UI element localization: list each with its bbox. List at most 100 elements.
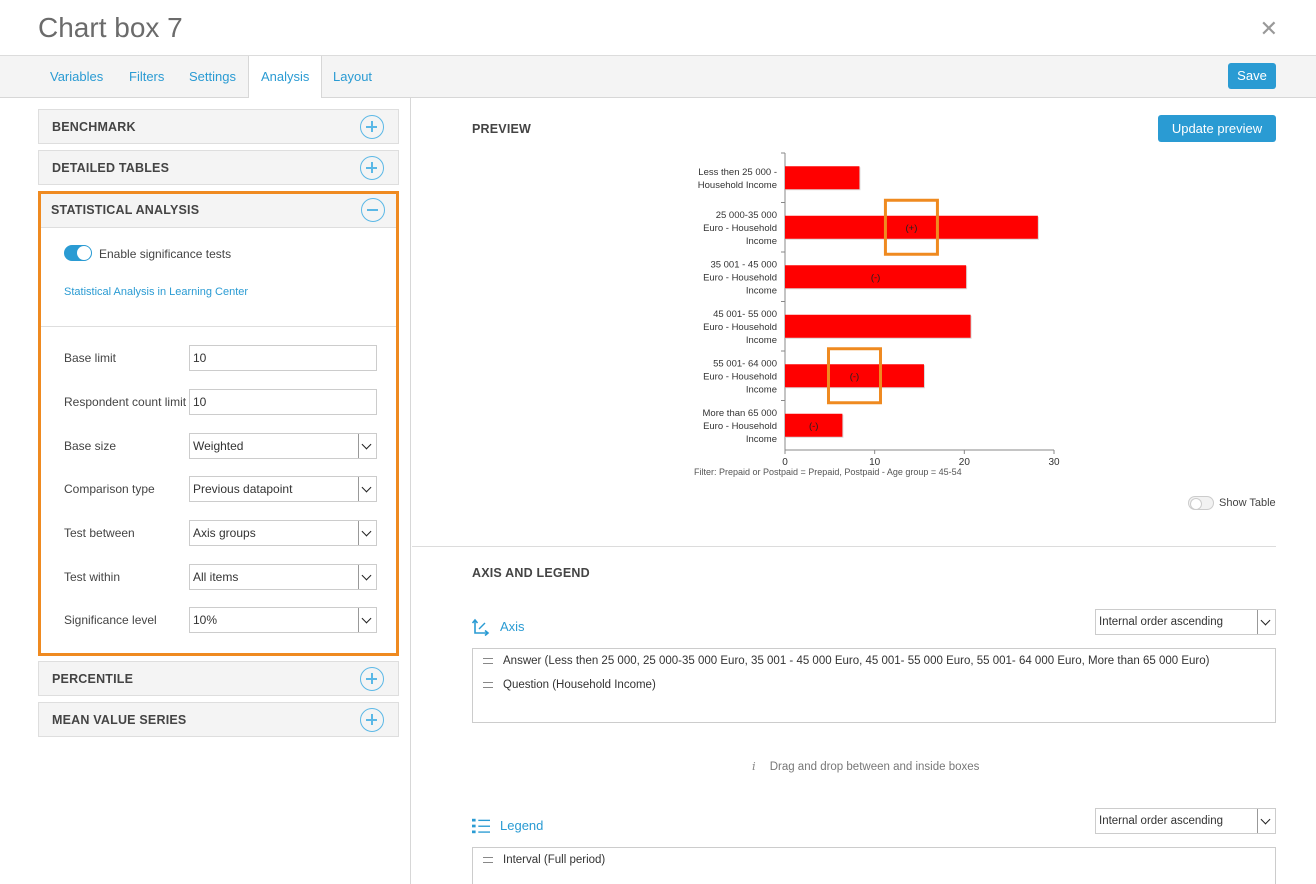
significance-highlight-box: [826, 347, 882, 405]
test-between-value: Axis groups: [193, 526, 256, 540]
legend-dropzone[interactable]: Interval (Full period): [472, 847, 1276, 884]
base-size-select[interactable]: Weighted: [189, 433, 377, 459]
test-within-select[interactable]: All items: [189, 564, 377, 590]
divider: [41, 326, 396, 327]
chevron-down-icon: [1257, 610, 1275, 634]
drag-handle-icon[interactable]: [483, 856, 493, 863]
benchmark-section[interactable]: BENCHMARK: [38, 109, 399, 144]
test-within-label: Test within: [64, 570, 121, 584]
significance-level-select[interactable]: 10%: [189, 607, 377, 633]
axis-swap-icon: [472, 618, 490, 636]
show-table-toggle[interactable]: [1188, 496, 1214, 510]
category-label: Euro - Household: [703, 421, 777, 432]
bar: [785, 265, 967, 289]
chevron-down-icon: [358, 521, 376, 545]
category-label: Less then 25 000 -: [698, 167, 777, 178]
info-icon: i: [752, 759, 756, 773]
chevron-down-icon: [358, 477, 376, 501]
bar: [785, 314, 971, 338]
significance-level-label: Significance level: [64, 613, 157, 627]
significance-marker: (-): [871, 272, 881, 283]
expand-plus-icon[interactable]: [360, 115, 384, 139]
tab-settings[interactable]: Settings: [189, 69, 236, 84]
tab-filters[interactable]: Filters: [129, 69, 165, 84]
axis-order-select[interactable]: Internal order ascending: [1095, 609, 1276, 635]
drag-handle-icon[interactable]: [483, 681, 493, 688]
category-label: Euro - Household: [703, 223, 777, 234]
preview-bar-chart: Less then 25 000 - Household Income 25 000…: [698, 152, 1060, 468]
mean-value-series-section[interactable]: MEAN VALUE SERIES: [38, 702, 399, 737]
preview-title: PREVIEW: [472, 122, 532, 136]
significance-level-value: 10%: [193, 613, 218, 627]
section-divider: [412, 546, 1276, 547]
axis-item-answer[interactable]: Answer (Less then 25 000, 25 000-35 000 …: [483, 655, 1209, 667]
base-limit-input[interactable]: 10: [189, 345, 377, 371]
category-label: Euro - Household: [703, 371, 777, 382]
expand-plus-icon[interactable]: [360, 667, 384, 691]
analysis-sidebar: BENCHMARK DETAILED TABLES STATISTICAL AN…: [0, 98, 411, 884]
category-label: Income: [746, 285, 777, 296]
tab-variables[interactable]: Variables: [50, 69, 104, 84]
base-size-label: Base size: [64, 439, 117, 453]
comparison-type-select[interactable]: Previous datapoint: [189, 476, 377, 502]
expand-plus-icon[interactable]: [360, 156, 384, 180]
respondent-count-label: Respondent count limit: [64, 395, 187, 409]
category-label: Income: [746, 434, 777, 445]
test-between-select[interactable]: Axis groups: [189, 520, 377, 546]
detailed-tables-title: DETAILED TABLES: [52, 161, 170, 175]
significance-marker: (-): [809, 421, 819, 432]
significance-marker: (-): [850, 371, 860, 382]
legend-label[interactable]: Legend: [500, 818, 544, 833]
statistical-analysis-title: STATISTICAL ANALYSIS: [51, 203, 200, 217]
base-limit-label: Base limit: [64, 351, 117, 365]
category-label: 45 001- 55 000: [713, 309, 777, 320]
axis-item-question[interactable]: Question (Household Income): [483, 679, 656, 691]
collapse-minus-icon[interactable]: [361, 198, 385, 222]
category-label: Income: [746, 384, 777, 395]
tab-analysis[interactable]: Analysis: [248, 56, 323, 99]
axis-legend-title: AXIS AND LEGEND: [472, 566, 590, 580]
tab-layout[interactable]: Layout: [333, 69, 373, 84]
test-between-label: Test between: [64, 526, 135, 540]
respondent-count-input[interactable]: 10: [189, 389, 377, 415]
chevron-down-icon: [358, 434, 376, 458]
significance-highlight-box: [883, 198, 939, 256]
detailed-tables-section[interactable]: DETAILED TABLES: [38, 150, 399, 185]
statistical-analysis-header[interactable]: STATISTICAL ANALYSIS: [41, 194, 396, 228]
learning-center-link[interactable]: Statistical Analysis in Learning Center: [64, 286, 249, 298]
legend-order-select[interactable]: Internal order ascending: [1095, 808, 1276, 834]
show-table-label: Show Table: [1219, 497, 1276, 509]
chart-filter-text: Filter: Prepaid or Postpaid = Prepaid, P…: [694, 467, 962, 477]
legend-item-interval[interactable]: Interval (Full period): [483, 854, 605, 866]
tab-bar: Variables Filters Settings Analysis Layo…: [0, 56, 1316, 99]
update-preview-button[interactable]: Update preview: [1158, 115, 1276, 142]
legend-order-value: Internal order ascending: [1099, 815, 1224, 827]
bar: [785, 364, 924, 388]
percentile-section[interactable]: PERCENTILE: [38, 661, 399, 696]
x-tick-label: 10: [869, 457, 881, 468]
category-label: Euro - Household: [703, 272, 777, 283]
significance-marker: (+): [905, 223, 917, 234]
legend-list-icon: [472, 818, 490, 834]
x-tick-label: 0: [782, 457, 788, 468]
axis-order-value: Internal order ascending: [1099, 616, 1224, 628]
dialog-header: Chart box 7 ✕: [0, 0, 1316, 56]
axis-dropzone[interactable]: Answer (Less then 25 000, 25 000-35 000 …: [472, 648, 1276, 723]
main-panel: PREVIEW Update preview Less then 25 000 …: [412, 98, 1316, 884]
chevron-down-icon: [1257, 809, 1275, 833]
legend-item-label: Interval (Full period): [503, 854, 606, 866]
save-button[interactable]: Save: [1228, 63, 1276, 89]
statistical-analysis-section: STATISTICAL ANALYSIS Enable significance…: [38, 191, 399, 656]
base-size-value: Weighted: [193, 439, 244, 453]
percentile-title: PERCENTILE: [52, 672, 134, 686]
category-label: 25 000-35 000: [716, 210, 777, 221]
drag-handle-icon[interactable]: [483, 657, 493, 664]
axis-label[interactable]: Axis: [500, 619, 525, 634]
category-label: Income: [746, 236, 777, 247]
x-tick-label: 20: [959, 457, 971, 468]
drag-drop-hint-text: Drag and drop between and inside boxes: [769, 761, 980, 773]
significance-toggle[interactable]: [64, 245, 92, 261]
expand-plus-icon[interactable]: [360, 708, 384, 732]
bar: [785, 413, 843, 437]
close-icon[interactable]: ✕: [1259, 16, 1278, 41]
